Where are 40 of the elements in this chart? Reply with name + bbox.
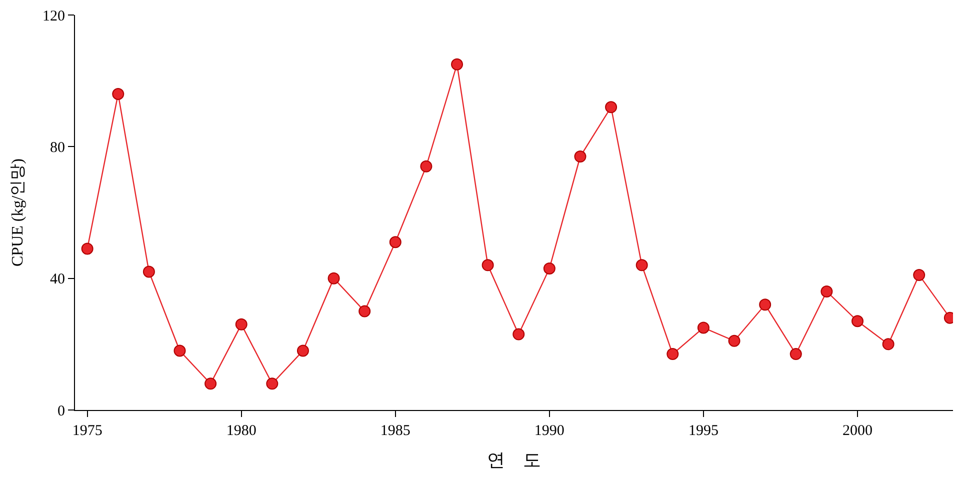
point [543, 262, 556, 274]
point [482, 259, 494, 272]
point [81, 242, 94, 255]
point [605, 101, 618, 114]
point [790, 348, 802, 360]
point [882, 338, 894, 350]
y-axis-title: CPUE (kg/인망) [9, 158, 26, 266]
point [174, 344, 186, 357]
point [296, 344, 309, 357]
point [820, 286, 833, 298]
point [636, 259, 648, 272]
point [512, 328, 525, 340]
point [697, 322, 710, 334]
x-tick-label: 1985 [380, 423, 410, 439]
x-axis-title: 연 도 [487, 450, 541, 470]
point [204, 378, 217, 390]
point [728, 334, 740, 347]
point [266, 378, 278, 390]
point [666, 348, 679, 360]
point [328, 272, 340, 284]
point [142, 266, 155, 278]
point [112, 88, 124, 100]
x-tick-label: 1990 [534, 423, 564, 439]
x-tick-label: 1980 [226, 423, 256, 439]
y-tick-label: 120 [42, 8, 65, 24]
point [451, 58, 464, 70]
y-tick-label: 40 [50, 272, 65, 288]
point [574, 150, 586, 163]
point [852, 315, 864, 328]
point [420, 160, 432, 172]
point [358, 305, 371, 318]
point [389, 236, 402, 248]
x-tick-label: 1995 [688, 423, 718, 439]
x-tick-label: 1975 [72, 423, 102, 439]
point [235, 318, 248, 330]
point [913, 269, 926, 282]
point [759, 298, 772, 311]
x-tick-label: 2000 [842, 423, 872, 439]
y-tick-label: 0 [58, 403, 65, 420]
y-tick-label: 80 [50, 140, 65, 156]
